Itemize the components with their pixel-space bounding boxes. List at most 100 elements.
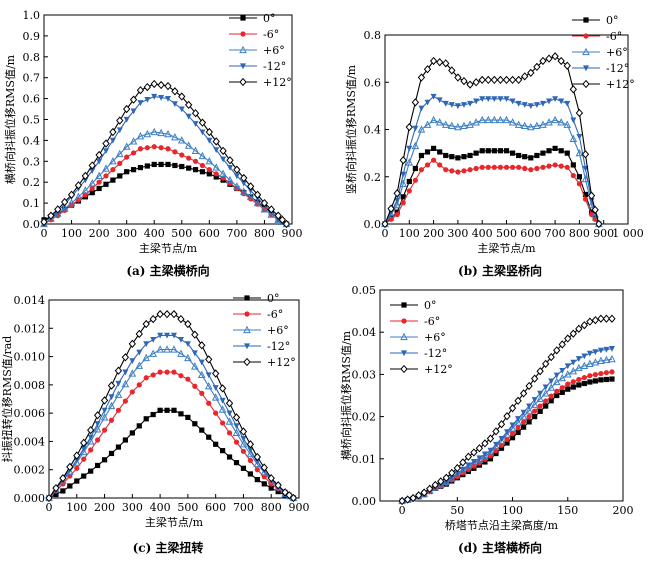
data-point [448,474,455,481]
data-point [570,172,576,179]
legend-label: +12° [263,76,292,89]
data-point [472,118,480,126]
data-point [178,106,185,113]
x-tick-label: 600 [205,501,226,514]
data-point [502,115,511,124]
y-tick-label: 0.004 [14,435,46,448]
data-point [225,417,234,425]
legend-marker [583,17,589,23]
data-point [412,165,418,172]
data-point [143,375,149,381]
data-point [515,429,521,436]
data-point [232,428,241,437]
data-point [157,80,165,90]
data-point [151,161,157,168]
data-point [515,416,522,422]
data-point [59,474,67,483]
data-point [430,93,437,100]
data-point [570,379,576,385]
data-point [490,115,499,124]
data-point [508,404,517,413]
data-point [581,353,588,360]
data-point [532,414,538,420]
data-point [213,174,219,180]
legend-marker [582,79,590,89]
y-tick-label: 0.4 [23,134,41,147]
data-point [93,425,102,433]
data-point [185,414,191,420]
y-tick-label: 0.002 [14,464,46,477]
x-tick-label: 300 [116,227,137,240]
data-point [520,424,527,430]
data-point [460,102,467,108]
data-point [199,169,206,175]
x-tick-label: 700 [545,227,566,240]
data-point [220,156,227,163]
data-point [406,178,412,185]
x-axis-label: 桥塔节点沿主梁高度/m [445,518,559,532]
data-point [149,314,157,324]
data-point [509,422,516,429]
series-+12° [45,309,298,503]
data-point [526,419,532,425]
x-tick-label: 700 [226,227,247,240]
data-point [558,148,564,154]
data-point [411,98,420,107]
x-tick-label: 800 [254,227,275,240]
data-point [530,374,539,383]
data-point [233,423,240,430]
data-point [530,400,539,408]
data-point [144,145,150,151]
data-point [424,162,431,168]
data-point [47,211,55,220]
plot-frame [379,289,624,502]
data-point [226,454,233,460]
data-point [86,437,95,445]
data-point [575,108,584,118]
data-point [164,332,171,339]
data-point [498,445,505,451]
data-point [399,156,407,165]
legend-marker [401,302,407,308]
y-tick-label: 0.02 [352,411,377,424]
data-point [487,456,494,462]
legend-label: +6° [424,331,446,344]
legend: 0° -6° +6° -12° +12° [233,292,296,369]
data-point [602,355,611,364]
x-tick-label: 900 [282,227,303,240]
data-point [143,82,152,92]
data-point [240,436,247,442]
data-point [171,101,178,108]
data-point [151,93,158,100]
data-point [219,169,227,177]
data-point [260,205,269,213]
data-point [158,161,164,168]
data-point [473,150,479,156]
x-tick-label: 1 000 [612,227,644,240]
x-tick-label: 500 [177,501,198,514]
y-tick-label: 0.6 [23,93,41,106]
data-point [150,372,156,378]
data-point [136,382,142,388]
data-point [485,96,492,102]
data-point [233,165,241,174]
data-point [592,349,599,356]
x-axis-label: 主梁节点/m [139,241,198,255]
data-point [388,216,394,222]
data-point [504,440,510,446]
data-point [564,150,570,156]
data-point [565,386,571,392]
data-point [519,412,528,420]
data-point [418,105,425,112]
data-point [515,425,521,431]
data-point [206,167,212,173]
data-point [546,148,552,154]
data-point [486,448,495,456]
data-point [508,75,517,85]
data-point [246,440,255,449]
series-+12° [398,314,616,506]
data-point [473,98,480,105]
data-point [503,430,511,438]
data-point [157,369,163,375]
data-point [406,188,412,194]
